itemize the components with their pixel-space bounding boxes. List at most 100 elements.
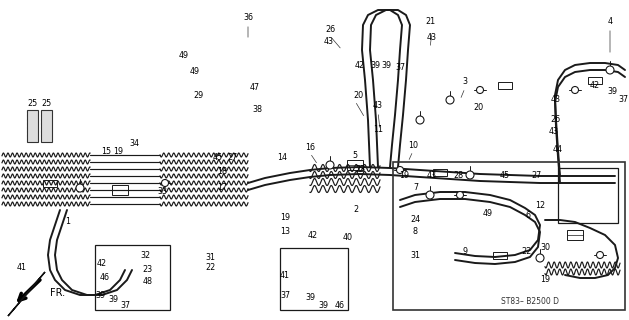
Text: 33: 33	[157, 188, 167, 196]
Bar	[280, 248, 348, 310]
Text: 28: 28	[453, 172, 463, 180]
Text: 39: 39	[108, 295, 118, 305]
Text: 17: 17	[217, 183, 227, 193]
Text: 38: 38	[252, 106, 262, 115]
Text: 39: 39	[95, 291, 105, 300]
Text: 49: 49	[179, 51, 189, 60]
Text: 41: 41	[17, 263, 27, 273]
Text: 30: 30	[540, 244, 550, 252]
Bar	[558, 168, 618, 223]
Text: 12: 12	[535, 201, 545, 210]
Circle shape	[76, 184, 84, 192]
Text: 42: 42	[355, 60, 365, 69]
Text: 43: 43	[551, 95, 561, 105]
Bar	[433, 169, 447, 176]
Bar	[493, 252, 507, 259]
Text: 11: 11	[373, 125, 383, 134]
Bar	[112, 185, 128, 195]
Circle shape	[572, 86, 579, 93]
Text: 45: 45	[213, 154, 223, 163]
Text: 29: 29	[193, 91, 203, 100]
Text: 10: 10	[408, 140, 418, 149]
Text: 7: 7	[413, 183, 418, 193]
Circle shape	[396, 166, 403, 173]
Text: 49: 49	[190, 68, 200, 76]
Text: 6: 6	[525, 211, 530, 220]
Text: 14: 14	[277, 154, 287, 163]
Polygon shape	[8, 272, 45, 316]
Text: 9: 9	[462, 247, 467, 257]
Text: 31: 31	[205, 253, 215, 262]
Circle shape	[536, 254, 544, 262]
Text: 43: 43	[373, 100, 383, 109]
Circle shape	[606, 66, 614, 74]
Text: 37: 37	[618, 95, 628, 105]
Circle shape	[426, 191, 434, 199]
Text: 31: 31	[410, 251, 420, 260]
Bar	[347, 160, 363, 170]
Text: 19: 19	[113, 148, 123, 156]
Text: 25: 25	[41, 100, 51, 108]
Text: 27: 27	[532, 171, 542, 180]
Text: 15: 15	[101, 148, 111, 156]
Text: 42: 42	[97, 259, 107, 268]
Text: 19: 19	[540, 276, 550, 284]
Bar	[498, 82, 512, 89]
Text: 43: 43	[427, 34, 437, 43]
Text: 16: 16	[305, 142, 315, 151]
Bar	[43, 180, 57, 187]
Text: 46: 46	[335, 300, 345, 309]
Circle shape	[416, 116, 424, 124]
Circle shape	[466, 171, 474, 179]
Text: 41: 41	[280, 270, 290, 279]
Text: 22: 22	[205, 263, 215, 273]
Circle shape	[596, 252, 603, 259]
Text: ST83– B2500 D: ST83– B2500 D	[501, 298, 559, 307]
Text: 40: 40	[343, 234, 353, 243]
Text: 45: 45	[500, 171, 510, 180]
Text: 19: 19	[399, 172, 409, 180]
Bar	[95, 245, 170, 310]
Text: 47: 47	[250, 84, 260, 92]
Text: 48: 48	[143, 277, 153, 286]
Text: 13: 13	[280, 228, 290, 236]
Circle shape	[477, 86, 484, 93]
Text: 24: 24	[410, 215, 420, 225]
Text: 22: 22	[522, 247, 532, 257]
Text: 34: 34	[129, 139, 139, 148]
Text: FR.: FR.	[50, 288, 65, 298]
Text: 46: 46	[100, 274, 110, 283]
Bar	[27, 110, 38, 142]
Text: 42: 42	[590, 81, 600, 90]
Text: 21: 21	[425, 18, 435, 27]
Bar	[588, 77, 602, 84]
Text: 37: 37	[280, 291, 290, 300]
Text: 43: 43	[549, 127, 559, 137]
Text: 1: 1	[65, 218, 70, 227]
Text: 39: 39	[370, 60, 380, 69]
Text: 20: 20	[473, 102, 483, 111]
Text: 39: 39	[318, 300, 328, 309]
Text: 43: 43	[427, 172, 437, 180]
Text: 19: 19	[280, 213, 290, 222]
Text: 5: 5	[352, 150, 357, 159]
Circle shape	[326, 161, 334, 169]
Text: 39: 39	[381, 60, 391, 69]
Bar	[393, 162, 625, 310]
Text: 23: 23	[142, 266, 152, 275]
Text: 44: 44	[553, 146, 563, 155]
Text: 26: 26	[325, 26, 335, 35]
Text: 8: 8	[413, 228, 418, 236]
Bar	[567, 230, 583, 240]
Text: 39: 39	[305, 293, 315, 302]
Text: 37: 37	[395, 63, 405, 73]
Circle shape	[446, 96, 454, 104]
Text: 26: 26	[550, 116, 560, 124]
Text: 43: 43	[324, 37, 334, 46]
Text: 36: 36	[243, 13, 253, 22]
Text: 4: 4	[608, 18, 613, 27]
Text: 18: 18	[217, 167, 227, 177]
Text: 3: 3	[462, 77, 467, 86]
Text: 27: 27	[227, 154, 237, 163]
Text: 25: 25	[27, 100, 37, 108]
